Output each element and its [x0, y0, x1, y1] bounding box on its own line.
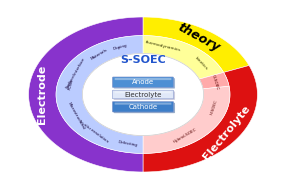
FancyBboxPatch shape: [112, 90, 174, 99]
Ellipse shape: [82, 53, 204, 136]
Text: theory: theory: [176, 21, 223, 55]
FancyBboxPatch shape: [114, 91, 175, 100]
Text: In-situ exsolution: In-situ exsolution: [78, 120, 109, 144]
Polygon shape: [143, 65, 257, 172]
Text: Cathode: Cathode: [128, 104, 158, 110]
Text: thermodynamics: thermodynamics: [145, 40, 182, 53]
Polygon shape: [29, 17, 143, 172]
Polygon shape: [143, 36, 224, 79]
Text: Electrolyte: Electrolyte: [124, 91, 162, 98]
Polygon shape: [56, 36, 143, 153]
Text: Anode: Anode: [132, 79, 154, 85]
Text: Hybrid-SOEC: Hybrid-SOEC: [173, 127, 198, 144]
Text: kinetics: kinetics: [194, 56, 208, 71]
Text: Electrode: Electrode: [37, 65, 47, 124]
Polygon shape: [143, 17, 249, 72]
Text: Doping: Doping: [113, 43, 128, 51]
FancyBboxPatch shape: [114, 78, 175, 89]
Polygon shape: [143, 86, 230, 153]
Text: S-SOEC: S-SOEC: [120, 55, 166, 64]
Text: O-SOEC: O-SOEC: [210, 74, 219, 91]
Polygon shape: [199, 72, 229, 89]
FancyBboxPatch shape: [115, 91, 171, 93]
FancyBboxPatch shape: [112, 101, 174, 112]
FancyBboxPatch shape: [112, 77, 174, 88]
Text: Surface/interface: Surface/interface: [65, 57, 87, 90]
FancyBboxPatch shape: [115, 103, 171, 105]
Text: Electrolyte: Electrolyte: [201, 103, 252, 162]
Text: Defecting: Defecting: [118, 140, 138, 147]
Text: PONs: PONs: [67, 78, 74, 90]
FancyBboxPatch shape: [114, 103, 175, 113]
Text: Materials: Materials: [91, 48, 109, 61]
Text: Microstructural: Microstructural: [67, 101, 86, 130]
Text: H-SOEC: H-SOEC: [210, 99, 219, 116]
FancyBboxPatch shape: [115, 78, 171, 80]
